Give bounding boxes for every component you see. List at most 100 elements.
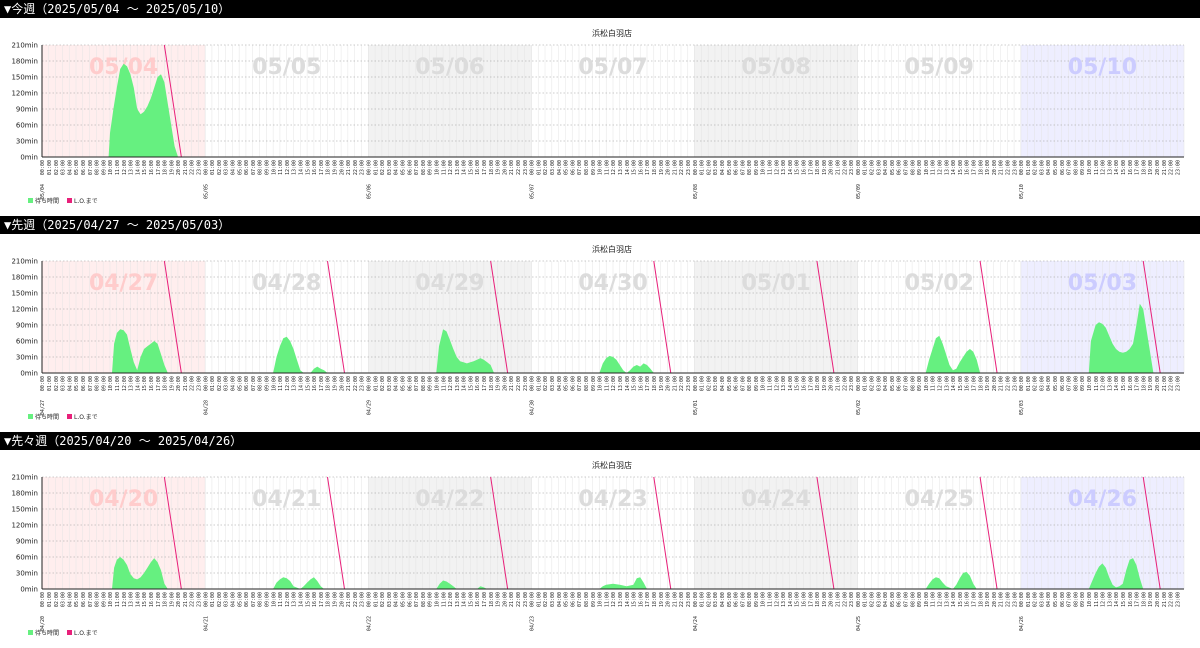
x-tick-label: 21:00 bbox=[509, 592, 515, 607]
x-tick-label: 22:00 bbox=[516, 592, 522, 607]
x-tick-label: 18:00 bbox=[326, 160, 332, 175]
x-tick-label: 11:00 bbox=[604, 592, 610, 607]
x-tick-label: 16:00 bbox=[312, 376, 318, 391]
x-tick-label: 01:00 bbox=[1026, 160, 1032, 175]
day-watermark: 04/27 bbox=[89, 271, 158, 296]
x-tick-label: 03:00 bbox=[61, 592, 67, 607]
x-tick-label: 22:00 bbox=[353, 160, 359, 175]
x-tick-label: 17:00 bbox=[156, 592, 162, 607]
x-tick-label: 18:00 bbox=[326, 592, 332, 607]
x-tick-label: 02:00 bbox=[1033, 160, 1039, 175]
x-tick-label: 10:00 bbox=[435, 376, 441, 391]
y-tick-label: 90min bbox=[16, 538, 38, 546]
x-tick-label: 04:00 bbox=[1046, 592, 1052, 607]
x-tick-label: 18:00 bbox=[1141, 592, 1147, 607]
x-tick-label: 10:00 bbox=[108, 376, 114, 391]
x-tick-label: 05:00 bbox=[74, 376, 80, 391]
x-tick-label: 21:00 bbox=[836, 592, 842, 607]
x-tick-label: 02:00 bbox=[870, 592, 876, 607]
legend-swatch-wait bbox=[28, 414, 33, 419]
week-section-2: ▼先々週（2025/04/20 ～ 2025/04/26） 浜松白羽店 0min 3… bbox=[0, 432, 1200, 648]
wait-area bbox=[436, 580, 488, 589]
x-tick-label: 07:00 bbox=[577, 376, 583, 391]
x-tick-label: 03:00 bbox=[387, 592, 393, 607]
x-tick-label: 03:00 bbox=[550, 160, 556, 175]
x-tick-label: 06:00 bbox=[407, 160, 413, 175]
x-tick-label: 03:00 bbox=[876, 376, 882, 391]
y-tick-label: 120min bbox=[11, 306, 38, 314]
x-tick-label: 22:00 bbox=[842, 376, 848, 391]
x-tick-label: 21:00 bbox=[346, 160, 352, 175]
x-tick-label: 12:00 bbox=[1101, 376, 1107, 391]
legend-swatch-lo bbox=[67, 414, 72, 419]
x-tick-label: 16:00 bbox=[475, 376, 481, 391]
wait-time-chart: 浜松白羽店 0min 30min 60min 90min 120min 150min 180m… bbox=[11, 460, 1185, 637]
x-tick-label: 18:00 bbox=[163, 376, 169, 391]
x-tick-label: 13:00 bbox=[455, 592, 461, 607]
x-tick-label: 11:00 bbox=[768, 592, 774, 607]
x-tick-label: 00:00 bbox=[203, 592, 209, 607]
date-tick-label: 04/21 bbox=[203, 616, 209, 631]
x-tick-label: 11:00 bbox=[1094, 592, 1100, 607]
x-tick-label: 07:00 bbox=[88, 592, 94, 607]
x-tick-label: 23:00 bbox=[1012, 160, 1018, 175]
x-tick-label: 23:00 bbox=[360, 376, 366, 391]
x-tick-label: 15:00 bbox=[468, 592, 474, 607]
date-tick-label: 05/05 bbox=[203, 184, 209, 199]
x-tick-label: 14:00 bbox=[625, 160, 631, 175]
x-tick-label: 03:00 bbox=[61, 160, 67, 175]
x-tick-label: 07:00 bbox=[740, 592, 746, 607]
y-tick-label: 30min bbox=[16, 354, 38, 362]
y-tick-label: 150min bbox=[11, 506, 38, 514]
x-tick-label: 15:00 bbox=[1121, 592, 1127, 607]
x-tick-label: 13:00 bbox=[129, 160, 135, 175]
x-tick-label: 15:00 bbox=[958, 160, 964, 175]
x-tick-label: 03:00 bbox=[387, 376, 393, 391]
chart-title: 浜松白羽店 bbox=[592, 460, 632, 470]
x-tick-label: 18:00 bbox=[163, 160, 169, 175]
x-tick-label: 20:00 bbox=[666, 376, 672, 391]
x-tick-label: 20:00 bbox=[502, 592, 508, 607]
lo-line bbox=[653, 476, 672, 590]
x-tick-label: 13:00 bbox=[129, 376, 135, 391]
x-tick-label: 19:00 bbox=[333, 376, 339, 391]
x-tick-label: 04:00 bbox=[557, 592, 563, 607]
x-tick-label: 01:00 bbox=[210, 592, 216, 607]
x-tick-label: 01:00 bbox=[47, 592, 53, 607]
x-tick-label: 12:00 bbox=[285, 376, 291, 391]
x-tick-label: 00:00 bbox=[530, 160, 536, 175]
x-tick-label: 06:00 bbox=[407, 376, 413, 391]
wait-area bbox=[112, 557, 168, 589]
x-tick-label: 13:00 bbox=[129, 592, 135, 607]
x-tick-label: 17:00 bbox=[319, 160, 325, 175]
x-tick-label: 13:00 bbox=[781, 376, 787, 391]
date-tick-label: 04/24 bbox=[693, 616, 699, 631]
x-tick-label: 11:00 bbox=[278, 160, 284, 175]
x-tick-label: 22:00 bbox=[353, 592, 359, 607]
x-tick-label: 06:00 bbox=[244, 592, 250, 607]
x-tick-label: 12:00 bbox=[448, 160, 454, 175]
x-tick-label: 20:00 bbox=[666, 160, 672, 175]
x-tick-label: 10:00 bbox=[271, 160, 277, 175]
x-tick-label: 09:00 bbox=[591, 592, 597, 607]
day-watermark: 04/24 bbox=[742, 487, 811, 512]
x-tick-label: 07:00 bbox=[1067, 376, 1073, 391]
lo-line bbox=[1142, 260, 1161, 374]
x-tick-label: 17:00 bbox=[645, 376, 651, 391]
x-tick-label: 21:00 bbox=[672, 592, 678, 607]
x-tick-label: 02:00 bbox=[1033, 376, 1039, 391]
x-tick-label: 02:00 bbox=[380, 376, 386, 391]
x-tick-label: 01:00 bbox=[536, 592, 542, 607]
x-tick-label: 17:00 bbox=[156, 160, 162, 175]
x-tick-label: 11:00 bbox=[441, 592, 447, 607]
x-tick-label: 08:00 bbox=[910, 160, 916, 175]
x-tick-label: 09:00 bbox=[265, 592, 271, 607]
x-tick-label: 02:00 bbox=[706, 160, 712, 175]
x-tick-label: 14:00 bbox=[299, 592, 305, 607]
x-tick-label: 02:00 bbox=[543, 160, 549, 175]
x-tick-label: 07:00 bbox=[251, 592, 257, 607]
y-tick-label: 210min bbox=[11, 258, 38, 266]
date-tick-label: 05/07 bbox=[530, 184, 536, 199]
date-tick-label: 05/08 bbox=[693, 184, 699, 199]
x-tick-label: 18:00 bbox=[815, 376, 821, 391]
